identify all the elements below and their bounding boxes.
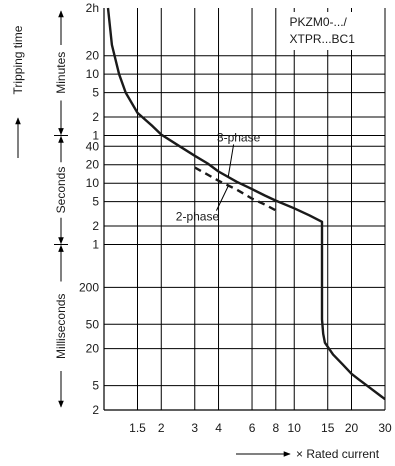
leader-line	[215, 185, 229, 211]
y-top-label: 2h	[86, 1, 99, 15]
y-tick-label: 2	[92, 219, 99, 233]
series-label: 3-phase	[217, 130, 261, 144]
y-tick-label: 2	[92, 110, 99, 124]
y-unit-label: Milliseconds	[54, 294, 68, 359]
y-tick-label: 20	[86, 158, 100, 172]
leader-line	[227, 144, 235, 177]
y-tick-label: 50	[86, 317, 100, 331]
y-tick-label: 20	[86, 342, 100, 356]
series-line-two-phase	[194, 166, 277, 212]
y-tick-label: 20	[86, 49, 100, 63]
unit-brackets: Minutes Seconds Milliseconds	[54, 10, 68, 408]
y-tick-label: 40	[86, 139, 100, 153]
x-tick-label: 4	[215, 421, 222, 435]
y-tick-label: 5	[92, 86, 99, 100]
x-tick-label: 1.5	[129, 421, 146, 435]
y-tick-label: 2	[92, 403, 99, 417]
y-tick-label: 1	[92, 238, 99, 252]
x-tick-label: 30	[378, 421, 392, 435]
series-label: 2-phase	[176, 210, 220, 224]
x-tick-label: 3	[191, 421, 198, 435]
tick-labels: 1.5 2 3 4 6 8 10 15 20 30201052140201052120050205…	[79, 1, 392, 435]
x-tick-label: 10	[288, 421, 302, 435]
y-unit-label: Minutes	[54, 52, 68, 94]
device-label-line: XTPR...BC1	[290, 32, 356, 46]
labels: Tripping time × Rated current 3-phase 2-pha…	[11, 12, 380, 461]
y-tick-label: 200	[79, 280, 99, 294]
y-tick-label: 5	[92, 195, 99, 209]
x-tick-label: 2	[158, 421, 165, 435]
y-tick-label: 10	[86, 67, 100, 81]
series-lines	[106, 7, 386, 401]
series-line-three-phase	[106, 7, 386, 401]
x-tick-label: 8	[272, 421, 279, 435]
x-tick-label: 6	[249, 421, 256, 435]
y-tick-label: 1	[92, 128, 99, 142]
grid	[103, 8, 386, 411]
y-tick-label: 10	[86, 176, 100, 190]
y-tick-label: 5	[92, 379, 99, 393]
device-label-box	[285, 12, 379, 50]
y-axis-title: Tripping time	[11, 25, 25, 94]
x-tick-label: 15	[321, 421, 335, 435]
x-tick-label: 20	[345, 421, 359, 435]
x-axis-title: × Rated current	[296, 447, 380, 461]
device-label-line: PKZM0-.../	[290, 15, 348, 29]
y-unit-label: Seconds	[54, 167, 68, 214]
